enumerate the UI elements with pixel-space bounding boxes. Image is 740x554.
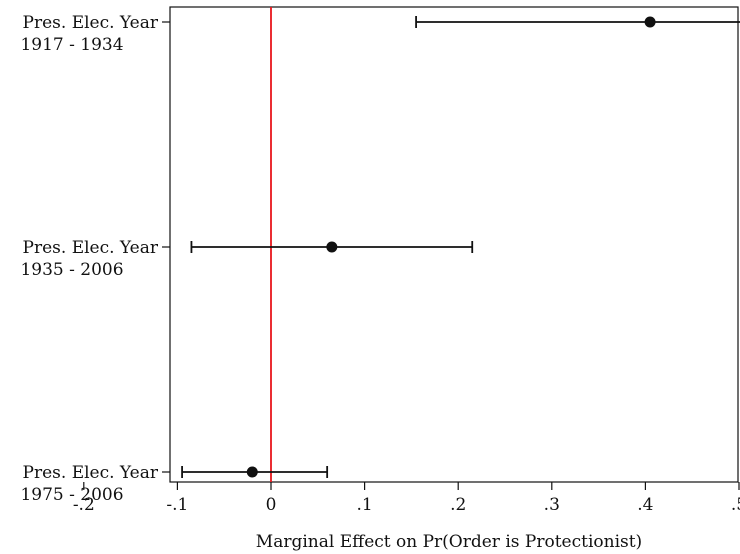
category-label-line2: 1975 - 2006 <box>20 485 123 505</box>
x-tick-label: .3 <box>544 495 560 515</box>
x-axis-title: Marginal Effect on Pr(Order is Protectio… <box>256 532 642 552</box>
point-estimate <box>644 16 656 28</box>
x-tick-label: .1 <box>356 495 372 515</box>
x-tick-label: -.2 <box>73 495 95 515</box>
category-label-line1: Pres. Elec. Year <box>23 13 159 33</box>
estimates <box>181 16 740 478</box>
x-tick-label: .5 <box>731 495 740 515</box>
x-tick-label: -.1 <box>166 495 188 515</box>
point-estimate <box>326 241 338 253</box>
category-label-line2: 1917 - 1934 <box>20 35 123 55</box>
x-tick-label: .2 <box>450 495 466 515</box>
x-tick-label: .4 <box>637 495 653 515</box>
category-label-line2: 1935 - 2006 <box>20 260 123 280</box>
category-label-line1: Pres. Elec. Year <box>23 238 159 258</box>
x-axis-ticks: -.2-.10.1.2.3.4.5.6.7.8.91 <box>73 482 740 515</box>
category-label-line1: Pres. Elec. Year <box>23 463 159 483</box>
x-tick-label: 0 <box>266 495 277 515</box>
point-estimate <box>246 466 258 478</box>
plot-frame <box>169 6 739 483</box>
